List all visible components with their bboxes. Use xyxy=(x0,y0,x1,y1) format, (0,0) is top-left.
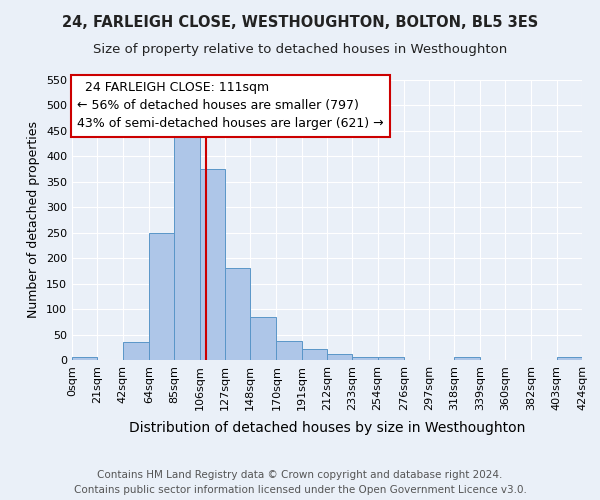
Bar xyxy=(455,358,480,360)
Text: 24, FARLEIGH CLOSE, WESTHOUGHTON, BOLTON, BL5 3ES: 24, FARLEIGH CLOSE, WESTHOUGHTON, BOLTON… xyxy=(62,15,538,30)
Bar xyxy=(302,349,327,360)
Bar xyxy=(122,342,149,360)
Text: Contains public sector information licensed under the Open Government Licence v3: Contains public sector information licen… xyxy=(74,485,526,495)
Bar xyxy=(277,341,302,360)
Bar xyxy=(149,232,174,360)
Text: 24 FARLEIGH CLOSE: 111sqm  
← 56% of detached houses are smaller (797)
43% of se: 24 FARLEIGH CLOSE: 111sqm ← 56% of detac… xyxy=(77,82,384,130)
X-axis label: Distribution of detached houses by size in Westhoughton: Distribution of detached houses by size … xyxy=(129,421,525,435)
Bar xyxy=(199,169,225,360)
Bar xyxy=(225,268,250,360)
Bar xyxy=(377,358,404,360)
Bar xyxy=(250,316,277,360)
Bar xyxy=(557,358,582,360)
Bar xyxy=(352,358,377,360)
Bar xyxy=(327,354,352,360)
Text: Contains HM Land Registry data © Crown copyright and database right 2024.: Contains HM Land Registry data © Crown c… xyxy=(97,470,503,480)
Y-axis label: Number of detached properties: Number of detached properties xyxy=(28,122,40,318)
Bar xyxy=(72,358,97,360)
Bar xyxy=(174,131,199,360)
Text: Size of property relative to detached houses in Westhoughton: Size of property relative to detached ho… xyxy=(93,42,507,56)
